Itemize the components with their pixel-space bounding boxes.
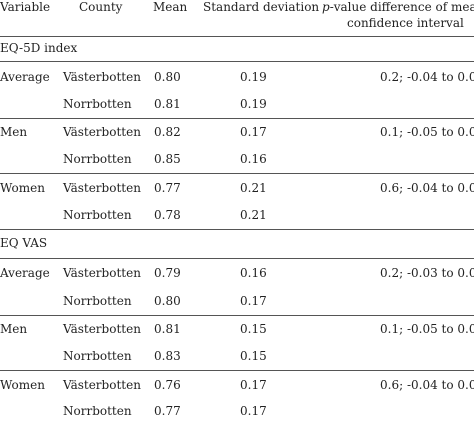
county-cell: Västerbotten xyxy=(63,181,141,195)
county-cell: Västerbotten xyxy=(63,322,141,336)
rule-group xyxy=(0,315,474,316)
table-row: Women Västerbotten 0.77 0.21 0.6; -0.04 … xyxy=(0,181,474,201)
pvalue-cell: 0.2; -0.03 to 0.01 xyxy=(380,266,474,280)
sd-cell: 0.15 xyxy=(240,349,267,363)
sd-cell: 0.16 xyxy=(240,266,267,280)
variable-cell: Women xyxy=(0,181,45,195)
sd-cell: 0.17 xyxy=(240,378,267,392)
mean-cell: 0.78 xyxy=(154,208,181,222)
header-variable: Variable xyxy=(0,0,51,14)
table-row: Norrbotten 0.85 0.16 xyxy=(0,152,474,172)
table-row: Norrbotten 0.78 0.21 xyxy=(0,208,474,228)
mean-cell: 0.79 xyxy=(154,266,181,280)
mean-cell: 0.76 xyxy=(154,378,181,392)
table-row: Norrbotten 0.81 0.19 xyxy=(0,97,474,117)
mean-cell: 0.80 xyxy=(154,70,181,84)
county-cell: Västerbotten xyxy=(63,125,141,139)
table-row: Norrbotten 0.80 0.17 xyxy=(0,294,474,314)
header-ci: confidence interval xyxy=(347,16,464,30)
mean-cell: 0.77 xyxy=(154,181,181,195)
sd-cell: 0.19 xyxy=(240,97,267,111)
county-cell: Norrbotten xyxy=(63,349,132,363)
variable-cell: Average xyxy=(0,266,50,280)
variable-cell: Average xyxy=(0,70,50,84)
header-pvalue-rest: -value difference of means; xyxy=(329,0,474,14)
county-cell: Norrbotten xyxy=(63,208,132,222)
mean-cell: 0.82 xyxy=(154,125,181,139)
sd-cell: 0.21 xyxy=(240,181,267,195)
pvalue-cell: 0.1; -0.05 to 0.01 xyxy=(380,322,474,336)
table-row: Women Västerbotten 0.76 0.17 0.6; -0.04 … xyxy=(0,378,474,398)
rule-section-end xyxy=(0,229,474,230)
sd-cell: 0.17 xyxy=(240,294,267,308)
mean-cell: 0.77 xyxy=(154,404,181,418)
header-county: County xyxy=(79,0,123,14)
rule-section1 xyxy=(0,61,474,62)
mean-cell: 0.85 xyxy=(154,152,181,166)
county-cell: Norrbotten xyxy=(63,294,132,308)
county-cell: Västerbotten xyxy=(63,378,141,392)
rule-header-bottom xyxy=(0,36,474,37)
pvalue-cell: 0.6; -0.04 to 0.05 xyxy=(380,378,474,392)
mean-cell: 0.81 xyxy=(154,322,181,336)
sd-cell: 0.19 xyxy=(240,70,267,84)
county-cell: Norrbotten xyxy=(63,97,132,111)
pvalue-cell: 0.6; -0.04 to 0.02 xyxy=(380,181,474,195)
table-row: Norrbotten 0.77 0.17 xyxy=(0,404,474,424)
mean-cell: 0.80 xyxy=(154,294,181,308)
variable-cell: Men xyxy=(0,322,28,336)
sd-cell: 0.16 xyxy=(240,152,267,166)
table-row: Men Västerbotten 0.82 0.17 0.1; -0.05 to… xyxy=(0,125,474,145)
rule-section2 xyxy=(0,258,474,259)
header-pvalue: p-value difference of means; xyxy=(322,0,474,14)
sd-cell: 0.17 xyxy=(240,404,267,418)
variable-cell: Women xyxy=(0,378,45,392)
rule-group xyxy=(0,118,474,119)
rule-group xyxy=(0,370,474,371)
table-header: Variable County Mean Standard deviation … xyxy=(0,0,474,36)
table-row: Average Västerbotten 0.79 0.16 0.2; -0.0… xyxy=(0,266,474,286)
pvalue-cell: 0.1; -0.05 to 0.06 xyxy=(380,125,474,139)
sd-cell: 0.17 xyxy=(240,125,267,139)
county-cell: Norrbotten xyxy=(63,152,132,166)
county-cell: Västerbotten xyxy=(63,70,141,84)
rule-group xyxy=(0,173,474,174)
pvalue-cell: 0.2; -0.04 to 0.01 xyxy=(380,70,474,84)
table-row: Men Västerbotten 0.81 0.15 0.1; -0.05 to… xyxy=(0,322,474,342)
sd-cell: 0.15 xyxy=(240,322,267,336)
county-cell: Västerbotten xyxy=(63,266,141,280)
header-pvalue-italic: p xyxy=(322,0,330,14)
header-mean: Mean xyxy=(153,0,188,14)
table-row: Average Västerbotten 0.80 0.19 0.2; -0.0… xyxy=(0,70,474,90)
variable-cell: Men xyxy=(0,125,28,139)
table-row: Norrbotten 0.83 0.15 xyxy=(0,349,474,369)
mean-cell: 0.83 xyxy=(154,349,181,363)
sd-cell: 0.21 xyxy=(240,208,267,222)
mean-cell: 0.81 xyxy=(154,97,181,111)
county-cell: Norrbotten xyxy=(63,404,132,418)
section-title-eqvas: EQ VAS xyxy=(0,236,48,250)
section-title-eq5d: EQ-5D index xyxy=(0,41,78,55)
header-sd: Standard deviation xyxy=(203,0,320,14)
